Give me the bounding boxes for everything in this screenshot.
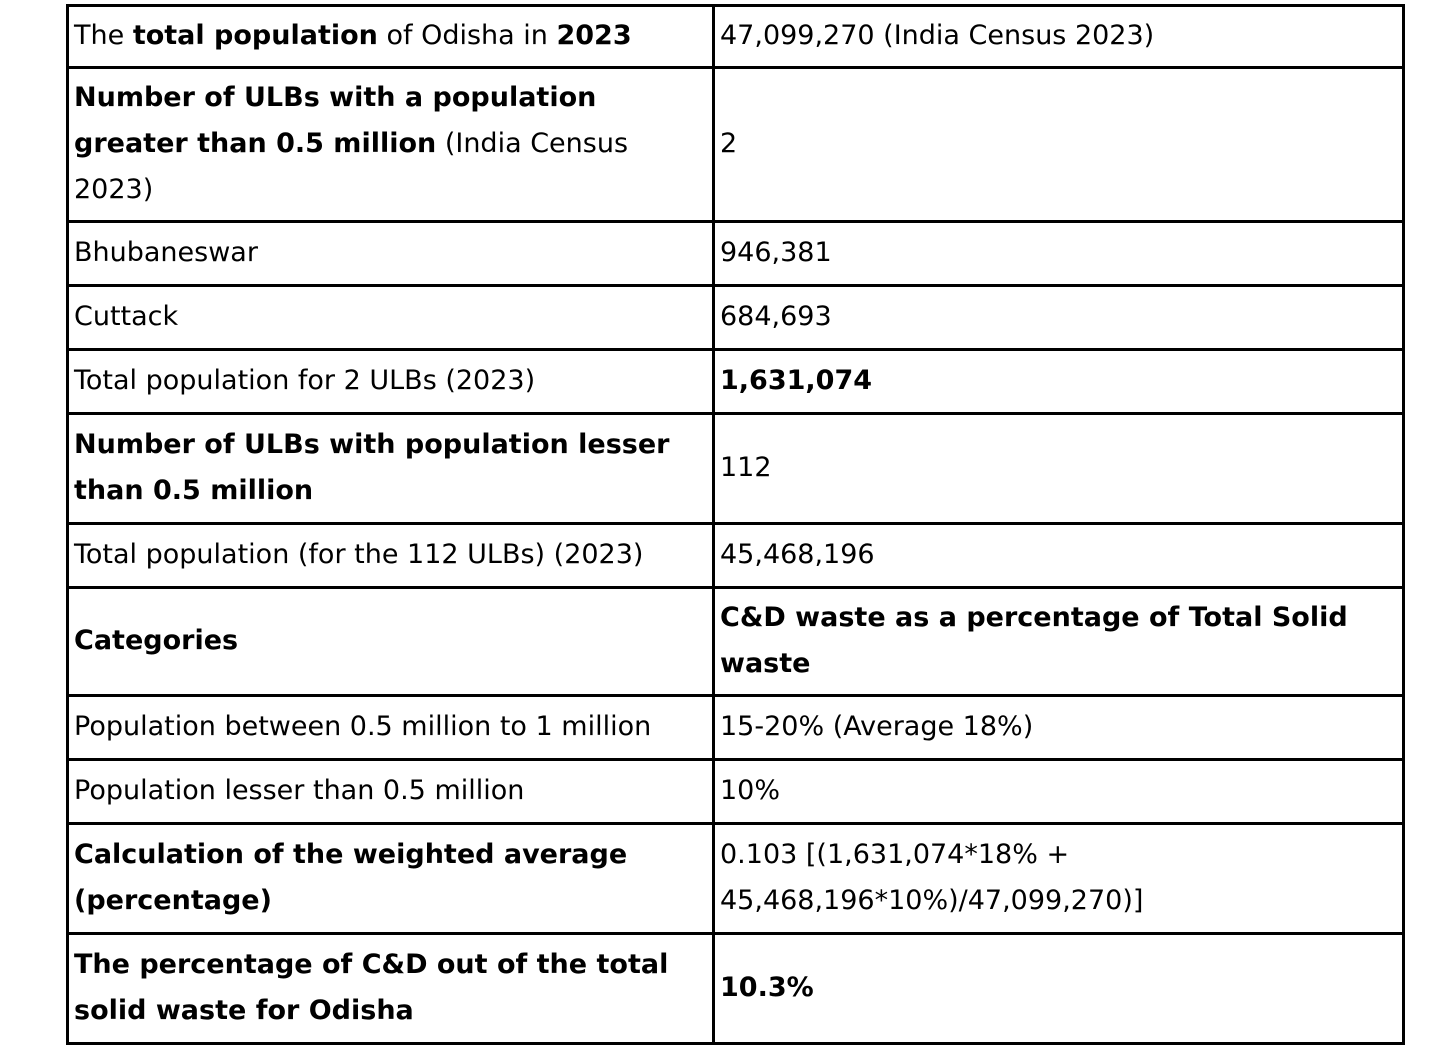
row-label: Total population for 2 ULBs (2023)	[66, 348, 715, 415]
table-row: Population between 0.5 million to 1 mill…	[66, 694, 1405, 761]
text-run: 10%	[720, 775, 781, 806]
text-run: Cuttack	[74, 301, 179, 332]
row-value: 112	[712, 412, 1405, 525]
text-run: total population	[132, 20, 378, 51]
row-label: The percentage of C&D out of the total s…	[66, 932, 715, 1045]
text-run: 0.103 [(1,631,074*18% + 45,468,196*10%)/…	[720, 839, 1144, 916]
row-value: 10.3%	[712, 932, 1405, 1045]
row-value: 2	[712, 66, 1405, 223]
text-run: Total population (for the 112 ULBs) (202…	[74, 539, 644, 570]
table-row: Population lesser than 0.5 million 10%	[66, 758, 1405, 825]
text-run: 946,381	[720, 237, 832, 268]
text-run: Population between 0.5 million to 1 mill…	[74, 711, 652, 742]
text-run: 1,631,074	[720, 365, 873, 396]
text-run: (India Census 2023)	[74, 128, 629, 205]
row-label: Total population (for the 112 ULBs) (202…	[66, 522, 715, 589]
table-row: Total population (for the 112 ULBs) (202…	[66, 522, 1405, 589]
text-run: 2	[720, 128, 738, 159]
row-label: Calculation of the weighted average (per…	[66, 822, 715, 935]
text-run: Population lesser than 0.5 million	[74, 775, 525, 806]
text-run: 684,693	[720, 301, 832, 332]
text-run: Bhubaneswar	[74, 237, 258, 268]
table-row: Number of ULBs with population lesser th…	[66, 412, 1405, 525]
text-run: 47,099,270 (India Census 2023)	[720, 20, 1155, 51]
row-value: 1,631,074	[712, 348, 1405, 415]
row-value: 15-20% (Average 18%)	[712, 694, 1405, 761]
row-value: 0.103 [(1,631,074*18% + 45,468,196*10%)/…	[712, 822, 1405, 935]
row-value: 946,381	[712, 220, 1405, 287]
text-run: Categories	[74, 625, 239, 656]
text-run: Calculation of the weighted average (per…	[74, 839, 628, 916]
text-run: 112	[720, 452, 772, 483]
text-run: The percentage of C&D out of the total s…	[74, 949, 669, 1026]
text-run: The	[74, 20, 133, 51]
text-run: 15-20% (Average 18%)	[720, 711, 1034, 742]
table-row: Number of ULBs with a population greater…	[66, 66, 1405, 223]
table-row: Calculation of the weighted average (per…	[66, 822, 1405, 935]
row-label: Categories	[66, 586, 715, 697]
row-label: The total population of Odisha in 2023	[66, 4, 715, 69]
text-run: Total population for 2 ULBs (2023)	[74, 365, 536, 396]
row-value: 10%	[712, 758, 1405, 825]
table-row: Bhubaneswar 946,381	[66, 220, 1405, 287]
table-row: The percentage of C&D out of the total s…	[66, 932, 1405, 1045]
text-run: of Odisha in	[377, 20, 557, 51]
row-value: 45,468,196	[712, 522, 1405, 589]
row-value: 47,099,270 (India Census 2023)	[712, 4, 1405, 69]
row-label: Population between 0.5 million to 1 mill…	[66, 694, 715, 761]
table-row: Cuttack 684,693	[66, 284, 1405, 351]
text-run: 2023	[556, 20, 632, 51]
row-label: Number of ULBs with population lesser th…	[66, 412, 715, 525]
row-label: Number of ULBs with a population greater…	[66, 66, 715, 223]
text-run: C&D waste as a percentage of Total Solid…	[720, 602, 1348, 679]
row-value: 684,693	[712, 284, 1405, 351]
table-row: The total population of Odisha in 2023 4…	[66, 4, 1405, 69]
text-run: Number of ULBs with population lesser th…	[74, 429, 670, 506]
text-run: 45,468,196	[720, 539, 875, 570]
text-run: Number of ULBs with a population greater…	[74, 82, 597, 159]
row-value: C&D waste as a percentage of Total Solid…	[712, 586, 1405, 697]
table-row: Categories C&D waste as a percentage of …	[66, 586, 1405, 697]
row-label: Cuttack	[66, 284, 715, 351]
table-row: Total population for 2 ULBs (2023) 1,631…	[66, 348, 1405, 415]
row-label: Population lesser than 0.5 million	[66, 758, 715, 825]
odisha-cd-waste-table: The total population of Odisha in 2023 4…	[66, 4, 1405, 1045]
row-label: Bhubaneswar	[66, 220, 715, 287]
text-run: 10.3%	[720, 972, 814, 1003]
